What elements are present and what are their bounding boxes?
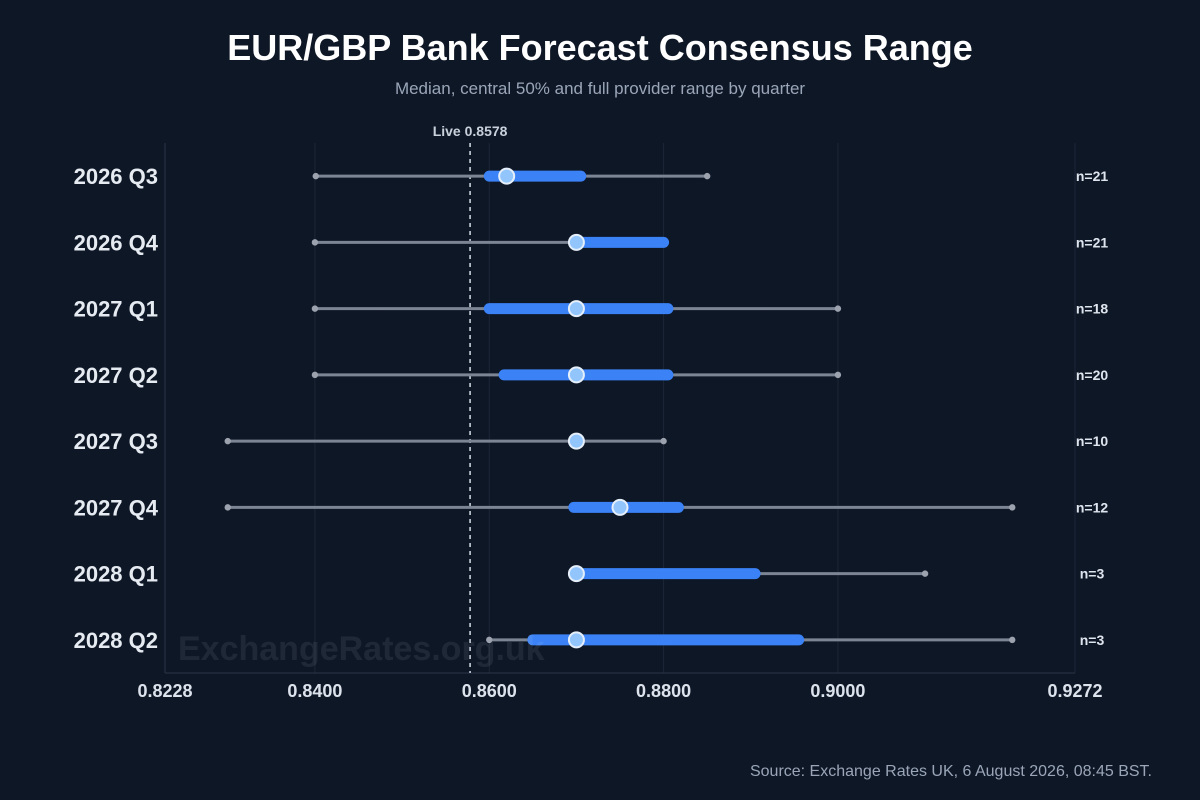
x-tick-label: 0.9272 bbox=[1047, 681, 1102, 701]
range-min-cap bbox=[224, 437, 231, 445]
range-max-cap bbox=[1009, 636, 1016, 644]
range-min-cap bbox=[224, 504, 231, 511]
row-label: 2026 Q4 bbox=[74, 230, 159, 255]
range-max-cap bbox=[703, 172, 711, 180]
row-count-label: n=21 bbox=[1076, 234, 1109, 250]
median-marker bbox=[567, 565, 585, 583]
median-marker bbox=[611, 498, 629, 516]
row-label: 2026 Q3 bbox=[74, 164, 158, 189]
row-count-label: n=10 bbox=[1076, 433, 1109, 449]
row-count-label: n=12 bbox=[1076, 499, 1109, 515]
row-label: 2027 Q1 bbox=[74, 297, 158, 322]
row-count-label: n=3 bbox=[1080, 632, 1105, 648]
range-max-cap bbox=[660, 437, 667, 445]
watermark: ExchangeRates.org.uk bbox=[178, 630, 545, 668]
x-tick-label: 0.9000 bbox=[810, 681, 865, 701]
range-min-cap bbox=[486, 636, 493, 644]
range-max-cap bbox=[834, 305, 842, 312]
range-max-cap bbox=[1009, 504, 1016, 511]
plot-area: 0.8228 0.8400 0.8600 0.8800 0.9000 0.9272 Live… bbox=[74, 123, 1109, 701]
median-marker bbox=[567, 300, 585, 318]
median-marker bbox=[498, 167, 516, 185]
row-label: 2027 Q3 bbox=[74, 429, 158, 454]
range-min-cap bbox=[312, 172, 319, 180]
range-min-cap bbox=[311, 239, 319, 246]
median-marker bbox=[567, 233, 585, 251]
row-count-label: n=18 bbox=[1076, 301, 1109, 317]
source-note: Source: Exchange Rates UK, 6 August 2026… bbox=[750, 763, 1152, 780]
row-count-label: n=20 bbox=[1076, 367, 1109, 383]
x-tick-label: 0.8600 bbox=[462, 681, 517, 701]
median-marker bbox=[567, 631, 585, 649]
chart-subtitle: Median, central 50% and full provider ra… bbox=[395, 79, 805, 98]
median-marker bbox=[567, 432, 585, 450]
median-marker bbox=[567, 366, 585, 384]
live-rate-label: Live 0.8578 bbox=[433, 123, 508, 139]
row-label: 2028 Q2 bbox=[74, 628, 158, 653]
row-label: 2028 Q1 bbox=[74, 562, 158, 587]
row-label: 2027 Q2 bbox=[74, 363, 158, 388]
x-tick-label: 0.8228 bbox=[137, 681, 192, 701]
row-label: 2027 Q4 bbox=[74, 495, 159, 520]
range-min-cap bbox=[311, 371, 319, 379]
range-max-cap bbox=[834, 371, 842, 379]
range-max-cap bbox=[921, 570, 929, 577]
row-count-label: n=21 bbox=[1076, 168, 1109, 184]
range-min-cap bbox=[311, 305, 319, 312]
chart-title: EUR/GBP Bank Forecast Consensus Range bbox=[227, 27, 973, 68]
x-tick-label: 0.8800 bbox=[636, 681, 691, 701]
row-count-label: n=3 bbox=[1080, 566, 1105, 582]
x-tick-label: 0.8400 bbox=[287, 681, 342, 701]
